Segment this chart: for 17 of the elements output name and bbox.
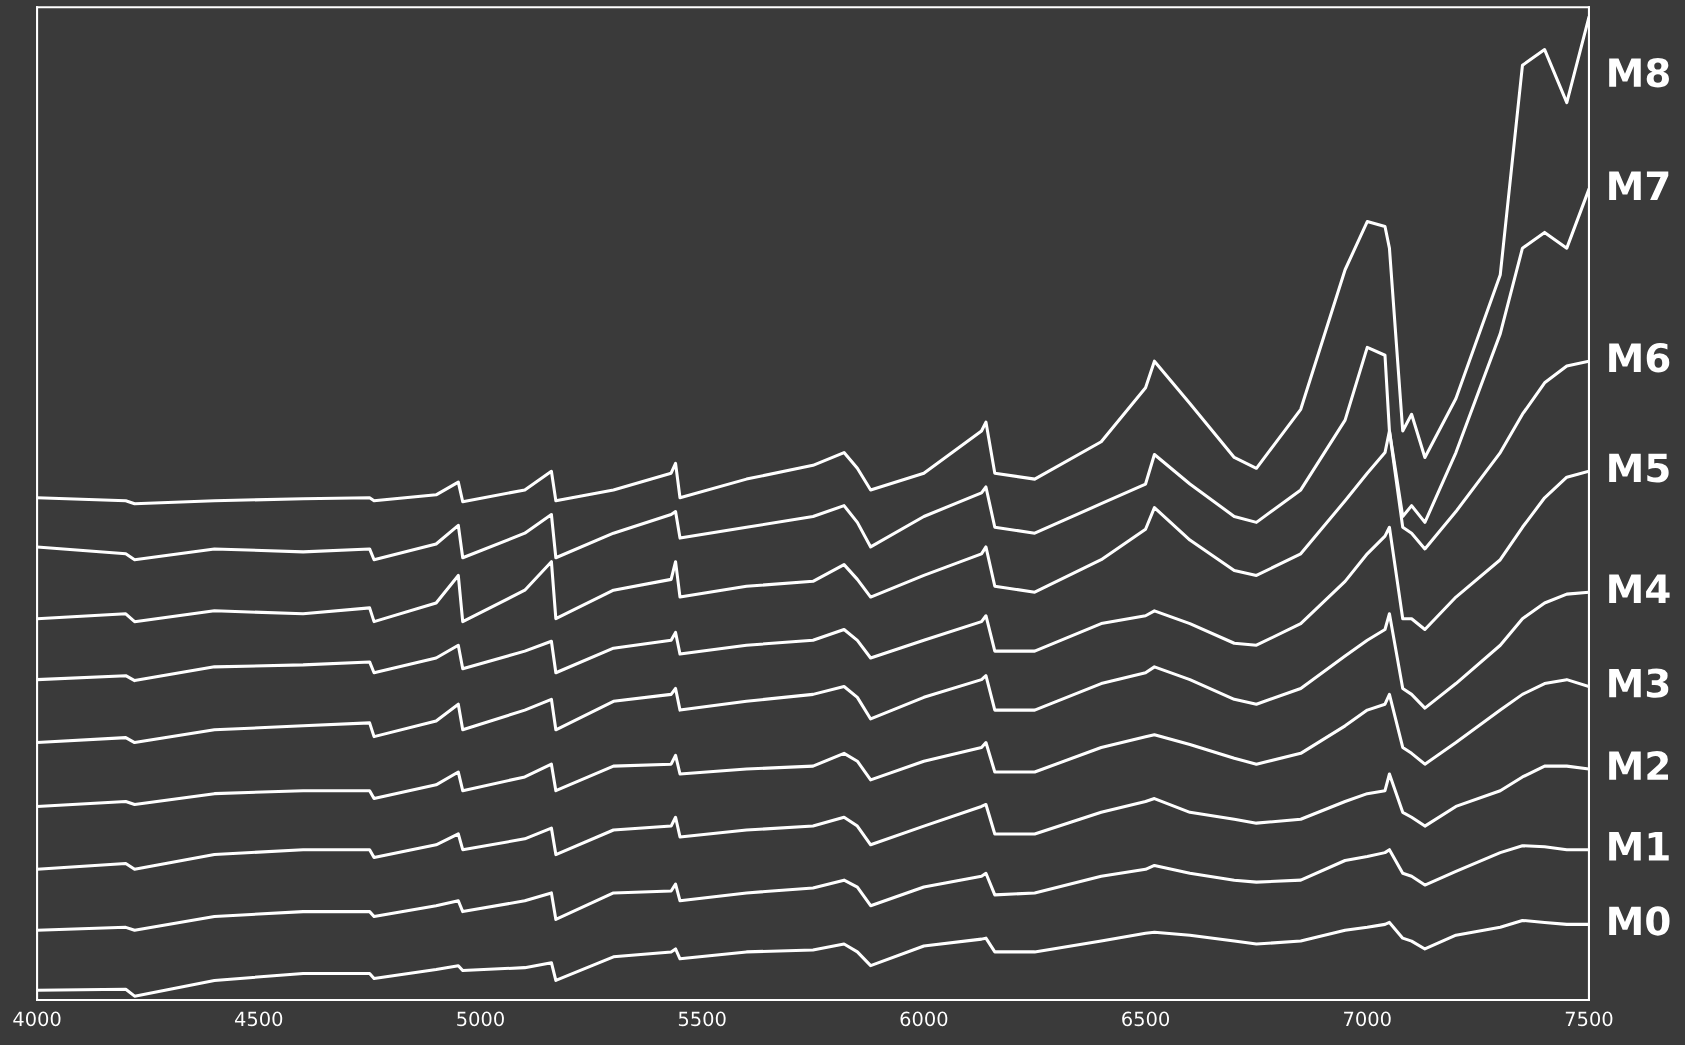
- series-label: M0: [1609, 906, 1670, 936]
- series-label: M3: [1609, 668, 1669, 698]
- x-tick-label: 7500: [1565, 1011, 1613, 1027]
- x-tick-label: 5500: [678, 1011, 726, 1027]
- x-tick-label: 5000: [457, 1011, 504, 1027]
- series-label: M1: [1609, 832, 1669, 861]
- x-tick-label: 7000: [1344, 1011, 1391, 1027]
- series-label: M5: [1609, 453, 1669, 483]
- series-label: M6: [1609, 343, 1670, 373]
- series-label: M4: [1609, 574, 1670, 603]
- series-label: M2: [1609, 750, 1668, 780]
- series-label: M7: [1609, 171, 1669, 200]
- x-tick-label: 6500: [1122, 1011, 1170, 1027]
- x-tick-label: 4500: [234, 1011, 283, 1027]
- series-label: M8: [1609, 57, 1669, 88]
- x-tick-label: 6000: [900, 1011, 948, 1027]
- x-tick-label: 4000: [13, 1011, 61, 1027]
